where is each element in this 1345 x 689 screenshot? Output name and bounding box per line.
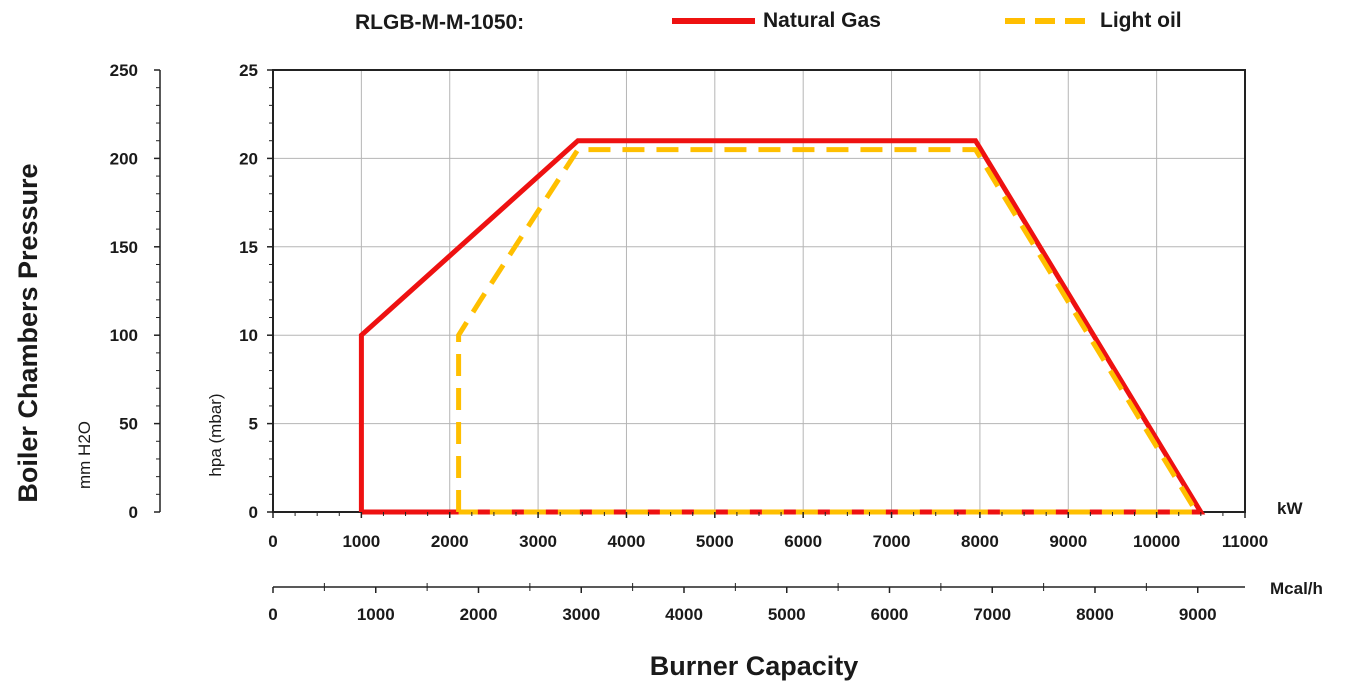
x-tick-label: 3000 bbox=[519, 532, 557, 551]
axes-layer: 0 1000 2000 3000 4000 5000 6000 7000 8000 9000 100… bbox=[110, 61, 1269, 624]
x-tick-label: 2000 bbox=[431, 532, 469, 551]
x2-unit-label: Mcal/h bbox=[1270, 579, 1323, 598]
y-axis-title: Boiler Chambers Pressure bbox=[13, 163, 43, 502]
series-natural-gas-line bbox=[358, 138, 1206, 515]
x2-tick-label: 5000 bbox=[768, 605, 806, 624]
x2-tick-label: 4000 bbox=[665, 605, 703, 624]
x-tick-label: 5000 bbox=[696, 532, 734, 551]
y2-tick-label: 200 bbox=[110, 149, 138, 168]
x-tick-label: 7000 bbox=[873, 532, 911, 551]
y2-tick-label: 50 bbox=[119, 415, 138, 434]
x2-tick-label: 7000 bbox=[973, 605, 1011, 624]
legend-natural-gas-label: Natural Gas bbox=[763, 9, 881, 32]
series-light-oil-line bbox=[456, 147, 1201, 515]
x-tick-label: 6000 bbox=[784, 532, 822, 551]
x2-tick-label: 0 bbox=[268, 605, 277, 624]
y2-tick-label: 150 bbox=[110, 238, 138, 257]
y-tick-label: 10 bbox=[239, 326, 258, 345]
x-tick-label: 9000 bbox=[1049, 532, 1087, 551]
x2-tick-label: 3000 bbox=[562, 605, 600, 624]
y-tick-label: 5 bbox=[249, 415, 258, 434]
y-tick-label: 25 bbox=[239, 61, 258, 80]
x-tick-label: 4000 bbox=[608, 532, 646, 551]
x-tick-label: 0 bbox=[268, 532, 277, 551]
x-tick-label: 1000 bbox=[342, 532, 380, 551]
y-tick-label: 15 bbox=[239, 238, 258, 257]
x2-tick-label: 2000 bbox=[460, 605, 498, 624]
y2-tick-label: 0 bbox=[129, 503, 138, 522]
x2-tick-label: 6000 bbox=[871, 605, 909, 624]
x-tick-label: 8000 bbox=[961, 532, 999, 551]
x2-tick-label: 8000 bbox=[1076, 605, 1114, 624]
y-unit-label: hpa (mbar) bbox=[206, 393, 225, 476]
x-axis-title: Burner Capacity bbox=[650, 651, 859, 681]
y2-unit-label: mm H2O bbox=[75, 421, 94, 489]
legend-light-oil-label: Light oil bbox=[1100, 9, 1182, 32]
x2-tick-label: 9000 bbox=[1179, 605, 1217, 624]
chart-title: RLGB-M-M-1050: bbox=[355, 11, 524, 34]
x-tick-label: 11000 bbox=[1222, 532, 1268, 551]
x2-tick-label: 1000 bbox=[357, 605, 395, 624]
gridlines bbox=[273, 70, 1245, 512]
y-tick-label: 0 bbox=[249, 503, 258, 522]
plot-frame bbox=[272, 69, 1246, 513]
y2-tick-label: 250 bbox=[110, 61, 138, 80]
y-tick-label: 20 bbox=[239, 149, 258, 168]
x-unit-label: kW bbox=[1277, 499, 1303, 518]
series-layer bbox=[358, 138, 1206, 515]
x-tick-label: 10000 bbox=[1133, 532, 1180, 551]
y2-tick-label: 100 bbox=[110, 326, 138, 345]
